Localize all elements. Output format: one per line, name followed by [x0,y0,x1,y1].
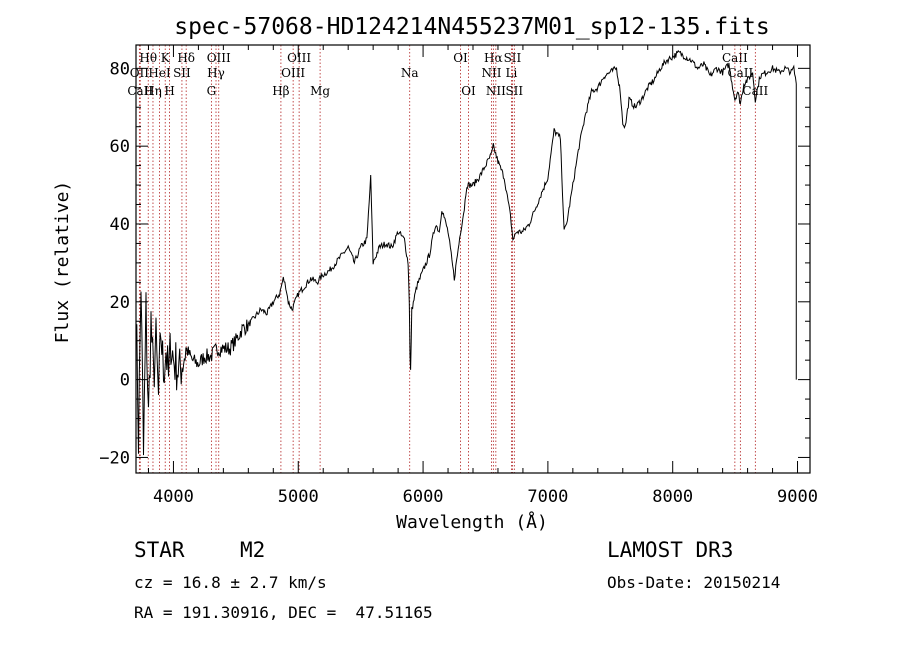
x-tick-label-4: 8000 [652,487,693,507]
line-label-12: Hβ [272,84,289,98]
chart-title: spec-57068-HD124214N455237M01_sp12-135.f… [174,14,769,40]
x-axis: 4000 5000 6000 7000 8000 9000 [147,45,818,507]
object-subclass: M2 [240,538,266,562]
line-label-19: Hα [484,51,503,65]
line-label-27: CaII [742,84,768,98]
coordinates: RA = 191.30916, DEC = 47.51165 [134,603,433,622]
redshift-velocity: cz = 16.8 ± 2.7 km/s [134,573,327,592]
x-tick-label-2: 6000 [403,487,444,507]
spectrum-series [135,49,797,456]
x-axis-label: Wavelength (Å) [396,511,548,533]
y-tick-label-3: 40 [110,215,130,235]
line-label-24: SII [505,84,523,98]
y-tick-label-4: 60 [110,137,130,157]
x-tick-label-3: 7000 [527,487,568,507]
spectrum-line [135,49,797,456]
line-label-16: Na [401,66,419,80]
y-tick-label-1: 0 [120,371,130,391]
y-axis-label: Flux (relative) [52,181,73,344]
object-class: STAR [134,538,185,562]
line-label-17: OI [453,51,468,65]
x-tick-label-0: 4000 [153,487,194,507]
line-label-5: K [161,51,171,65]
line-label-11: G [207,84,217,98]
y-tick-label-2: 20 [110,293,130,313]
line-label-3: Hη [144,84,162,98]
line-label-4: HeI [148,66,171,80]
line-label-21: NII [486,84,506,98]
line-label-10: Hγ [207,66,225,80]
line-label-2: CaII [127,84,153,98]
line-label-7: H [164,84,174,98]
line-label-6: SII [173,66,191,80]
line-label-1: OII [130,66,150,80]
line-label-15: Mg [310,84,330,98]
y-tick-label-0: −20 [99,448,130,468]
y-axis: −20 0 20 40 60 80 [99,59,810,468]
line-label-8: Hδ [177,51,195,65]
line-label-9: OIII [207,51,231,65]
line-label-18: OI [461,84,476,98]
observation-date: Obs-Date: 20150214 [607,573,781,592]
x-tick-label-1: 5000 [278,487,319,507]
y-tick-label-5: 80 [110,59,130,79]
line-label-14: OIII [281,66,305,80]
plot-frame [135,44,811,474]
line-label-22: SII [504,51,522,65]
line-label-23: Li [506,66,518,80]
line-label-0: Hθ [139,51,157,65]
line-label-20: NII [481,66,501,80]
line-label-13: OIII [287,51,311,65]
x-tick-label-5: 9000 [777,487,818,507]
survey-name: LAMOST DR3 [607,538,734,562]
line-label-25: CaII [722,51,748,65]
line-label-26: CaII [727,66,753,80]
